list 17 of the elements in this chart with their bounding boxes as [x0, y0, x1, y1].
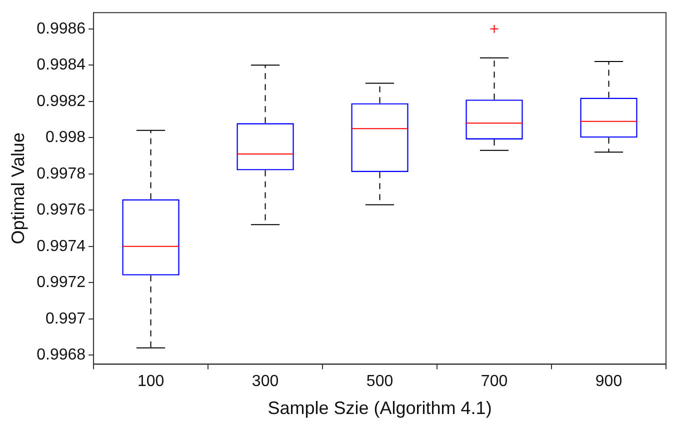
y-tick-label: 0.9976 [36, 202, 86, 219]
x-tick-label: 700 [480, 373, 508, 390]
y-tick-label: 0.9968 [36, 346, 86, 364]
y-tick-label: 0.9978 [36, 165, 86, 182]
x-tick-label: 500 [366, 373, 394, 390]
y-tick-label: 0.9982 [36, 92, 86, 110]
y-tick-label: 0.998 [45, 129, 86, 146]
x-tick-label: 100 [137, 373, 164, 390]
y-tick-label: 0.9972 [36, 274, 86, 292]
y-tick-label: 0.9974 [36, 238, 86, 255]
y-tick-label: 0.9986 [36, 20, 86, 38]
x-axis-title: Sample Szie (Algorithm 4.1) [268, 398, 492, 418]
y-tick-label: 0.997 [45, 310, 86, 328]
x-tick-label: 900 [595, 373, 622, 390]
x-tick-label: 300 [252, 373, 279, 390]
y-axis-title: Optimal Value [8, 132, 28, 244]
y-tick-label: 0.9984 [36, 56, 86, 74]
